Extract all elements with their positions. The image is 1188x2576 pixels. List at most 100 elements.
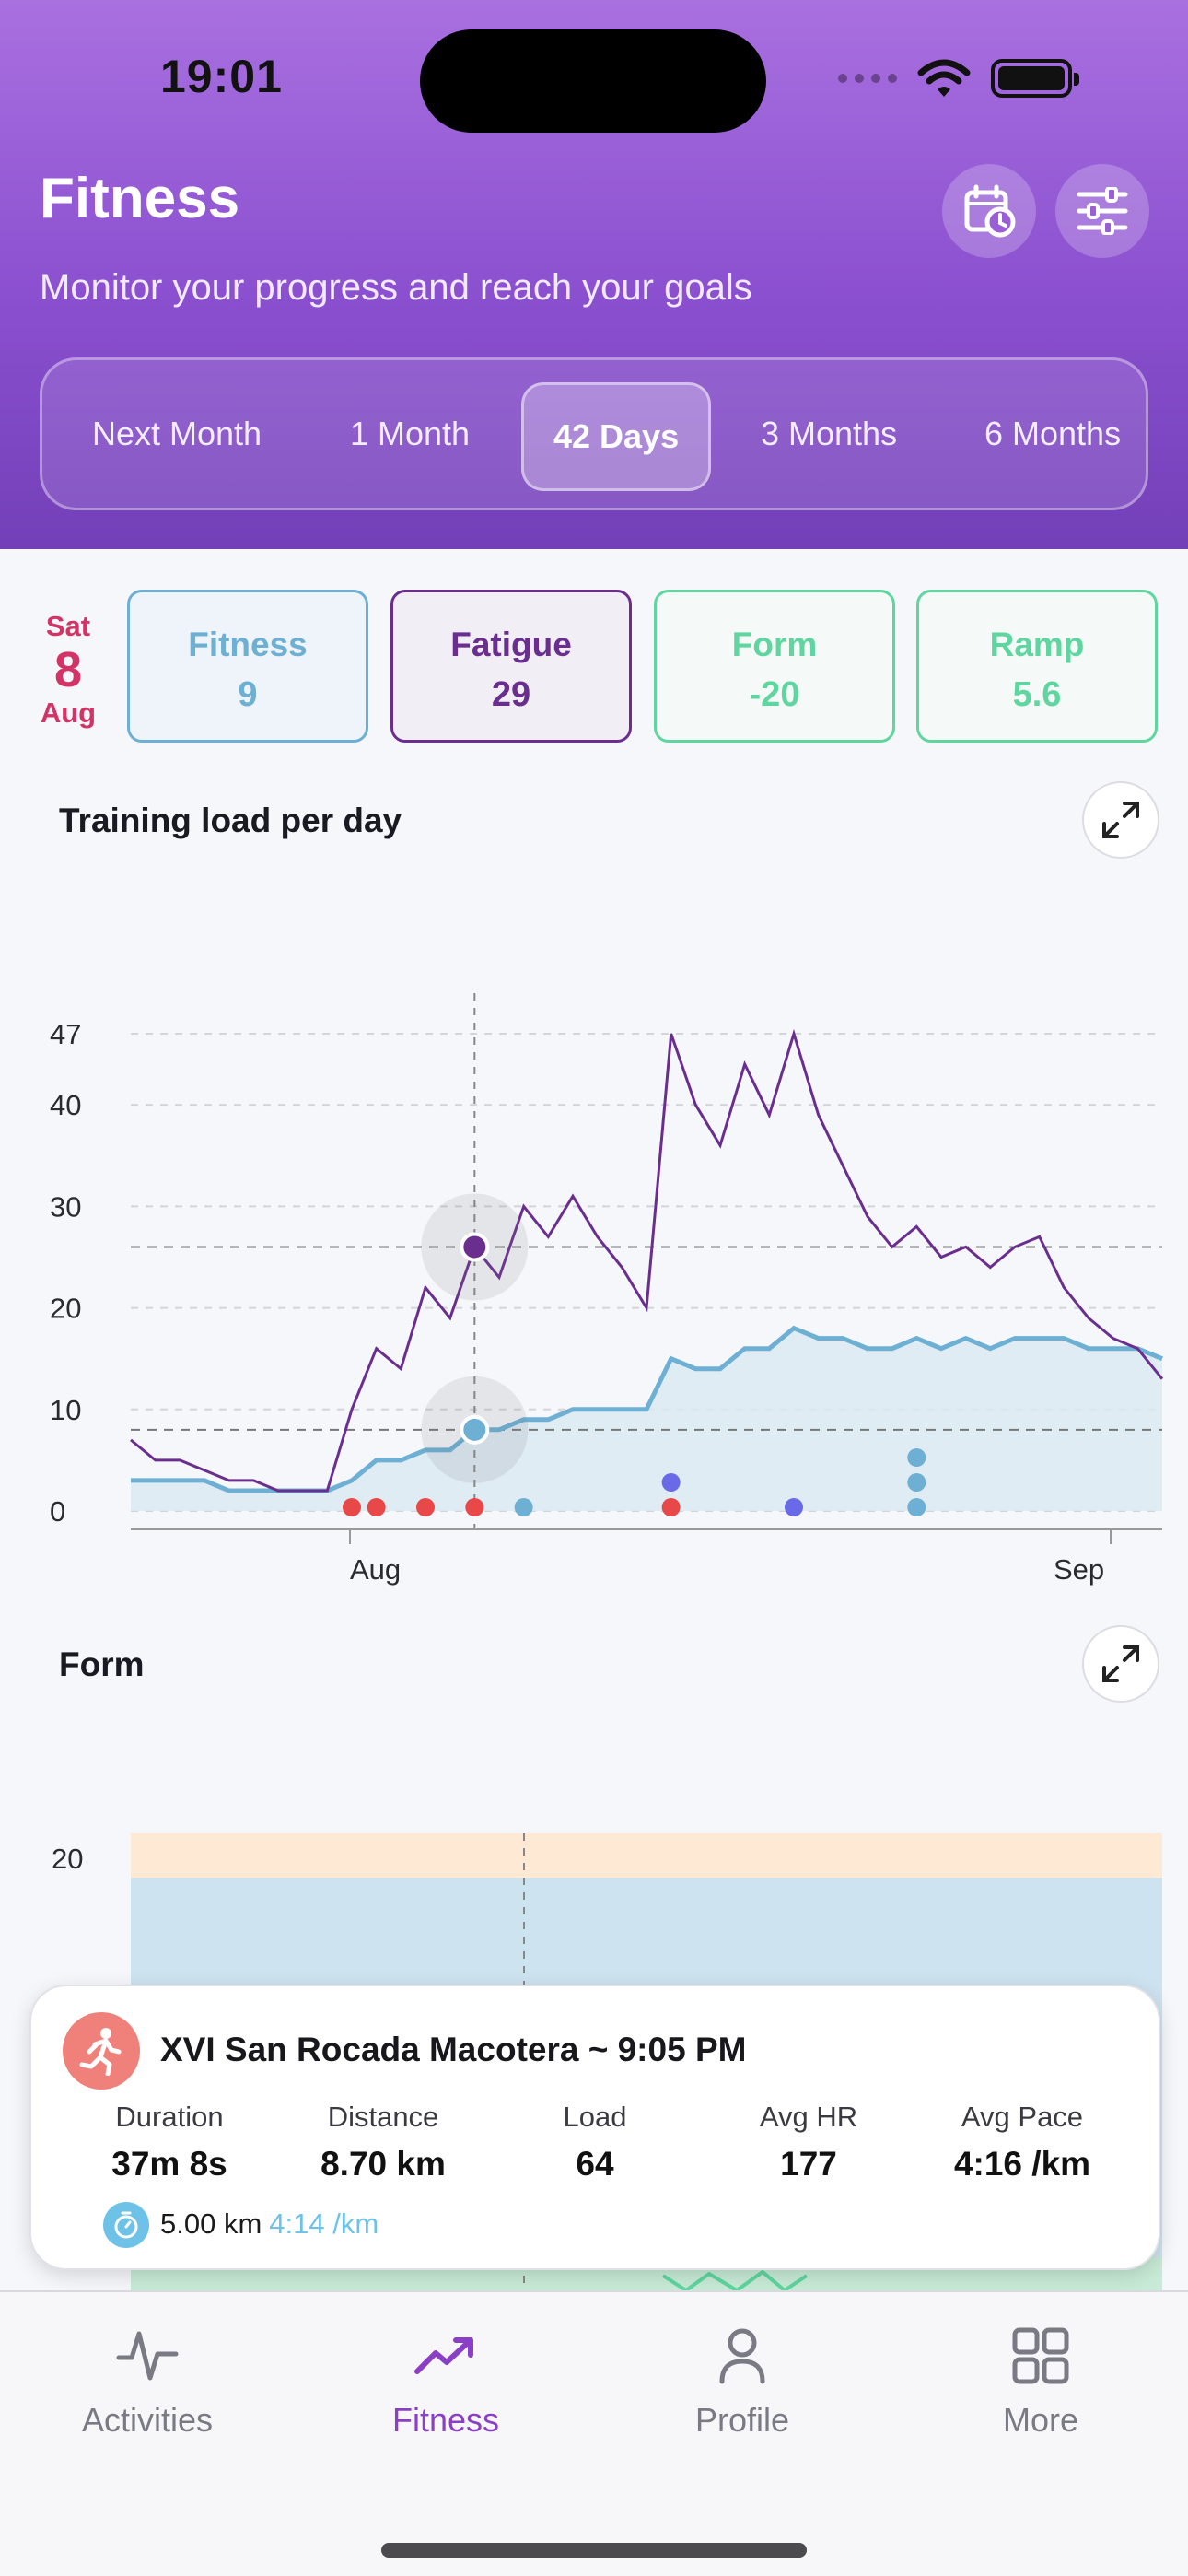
tab-more-label: More (1002, 2401, 1079, 2439)
activity-dot[interactable] (367, 1498, 386, 1516)
cellular-signal-icon (838, 74, 897, 83)
metric-fitness-label: Fitness (188, 626, 308, 663)
metric-ramp-label: Ramp (989, 626, 1085, 663)
stat-distance: Distance 8.70 km (276, 2101, 490, 2184)
y-tick-label: 30 (50, 1190, 81, 1223)
lap-summary: 5.00 km 4:14 /km (160, 2207, 379, 2241)
calendar-button[interactable] (942, 164, 1036, 258)
activity-dot[interactable] (465, 1498, 484, 1516)
y-tick-label: 0 (50, 1495, 65, 1528)
activity-dot[interactable] (907, 1448, 926, 1467)
metric-form-label: Form (731, 626, 818, 663)
metric-form-value: -20 (749, 675, 800, 714)
range-3-months[interactable]: 3 Months (761, 415, 898, 452)
metric-fatigue-label: Fatigue (450, 626, 572, 663)
training-load-title: Training load per day (59, 802, 402, 839)
trending-up-icon (414, 2337, 473, 2374)
form-y-label-20: 20 (52, 1843, 83, 1875)
selected-date-month: Aug (40, 697, 97, 729)
activity-type-badge (63, 2012, 140, 2090)
tab-fitness[interactable]: Fitness (335, 2316, 556, 2440)
stopwatch-icon (114, 2211, 138, 2239)
activity-dot[interactable] (907, 1498, 926, 1516)
stat-avg-hr-label: Avg HR (759, 2101, 858, 2133)
stat-avg-hr: Avg HR 177 (702, 2101, 915, 2184)
fatigue-marker (460, 1232, 490, 1262)
tab-bar: Activities Fitness Profile More (0, 2290, 1188, 2576)
training-load-expand-button[interactable] (1082, 781, 1159, 859)
x-label-aug: Aug (350, 1553, 401, 1586)
stat-duration-label: Duration (115, 2101, 224, 2133)
stat-duration: Duration 37m 8s (63, 2101, 276, 2184)
expand-icon (1102, 802, 1139, 838)
fitness-marker (460, 1414, 490, 1445)
stat-avg-hr-value: 177 (780, 2145, 837, 2183)
metric-fatigue-value: 29 (491, 675, 531, 714)
metric-fatigue[interactable]: Fatigue 29 (390, 590, 632, 743)
person-icon (719, 2328, 765, 2384)
calendar-clock-icon (964, 184, 1016, 238)
status-time: 19:01 (160, 51, 283, 102)
sliders-icon (1077, 187, 1128, 235)
activity-dot[interactable] (661, 1498, 681, 1516)
tab-activities-label: Activities (81, 2401, 214, 2439)
activity-card[interactable]: XVI San Rocada Macotera ~ 9:05 PM Durati… (29, 1985, 1160, 2270)
lap-pace: 4:14 /km (269, 2207, 379, 2240)
tab-profile-label: Profile (694, 2401, 790, 2439)
activity-dot[interactable] (907, 1473, 926, 1492)
stat-distance-value: 8.70 km (320, 2145, 446, 2183)
range-42-days[interactable]: 42 Days (521, 382, 712, 491)
selected-date-weekday: Sat (45, 610, 91, 642)
stat-avg-pace-value: 4:16 /km (953, 2145, 1091, 2183)
stat-duration-value: 37m 8s (111, 2145, 227, 2183)
metric-ramp[interactable]: Ramp 5.6 (916, 590, 1158, 743)
range-selector: Next Month 1 Month 42 Days 3 Months 6 Mo… (40, 357, 1148, 510)
status-icons (838, 55, 1079, 101)
activity-dot[interactable] (785, 1498, 803, 1516)
stat-avg-pace-label: Avg Pace (961, 2101, 1084, 2133)
page-title: Fitness (40, 167, 240, 230)
grid-icon (1012, 2327, 1069, 2384)
metric-fitness[interactable]: Fitness 9 (127, 590, 368, 743)
tab-profile[interactable]: Profile (632, 2316, 853, 2440)
expand-icon (1102, 1645, 1139, 1682)
selected-date: Sat 8 Aug (28, 610, 109, 730)
battery-icon (991, 59, 1079, 98)
range-1-month[interactable]: 1 Month (350, 415, 471, 452)
home-indicator (381, 2543, 807, 2558)
stat-distance-label: Distance (327, 2101, 439, 2133)
training-load-chart[interactable]: 0 10 20 30 40 47 Aug Sep (0, 977, 1188, 1603)
activity-dot[interactable] (514, 1498, 533, 1516)
y-tick-label: 40 (50, 1089, 81, 1121)
stopwatch-badge (103, 2202, 149, 2248)
activity-dot[interactable] (416, 1498, 435, 1516)
activity-dot[interactable] (343, 1498, 361, 1516)
stat-load-label: Load (563, 2101, 627, 2133)
x-label-sep: Sep (1054, 1553, 1104, 1586)
metric-form[interactable]: Form -20 (654, 590, 895, 743)
metric-ramp-value: 5.6 (1012, 675, 1062, 714)
fatigue-line (130, 1028, 1164, 1493)
tab-more[interactable]: More (930, 2316, 1151, 2440)
form-expand-button[interactable] (1082, 1625, 1159, 1703)
form-chart-title: Form (59, 1645, 145, 1683)
dynamic-island (420, 29, 766, 133)
y-tick-label: 47 (50, 1018, 81, 1050)
metric-fitness-value: 9 (238, 675, 258, 714)
wifi-icon (917, 59, 971, 97)
lap-distance: 5.00 km (160, 2207, 262, 2240)
running-icon (79, 2028, 122, 2076)
range-next-month[interactable]: Next Month (92, 415, 262, 452)
page-subtitle: Monitor your progress and reach your goa… (40, 267, 752, 308)
header: 19:01 Fitness Monitor your progress and … (0, 0, 1188, 549)
tab-activities[interactable]: Activities (37, 2316, 258, 2440)
y-tick-label: 10 (50, 1394, 81, 1426)
range-6-months[interactable]: 6 Months (984, 415, 1122, 452)
stat-avg-pace: Avg Pace 4:16 /km (915, 2101, 1129, 2184)
stat-load: Load 64 (488, 2101, 702, 2184)
activity-pulse-icon (116, 2331, 179, 2381)
selected-date-day: 8 (53, 642, 83, 697)
activity-dot[interactable] (661, 1473, 681, 1492)
fitness-area (131, 1328, 1162, 1511)
filter-settings-button[interactable] (1055, 164, 1149, 258)
